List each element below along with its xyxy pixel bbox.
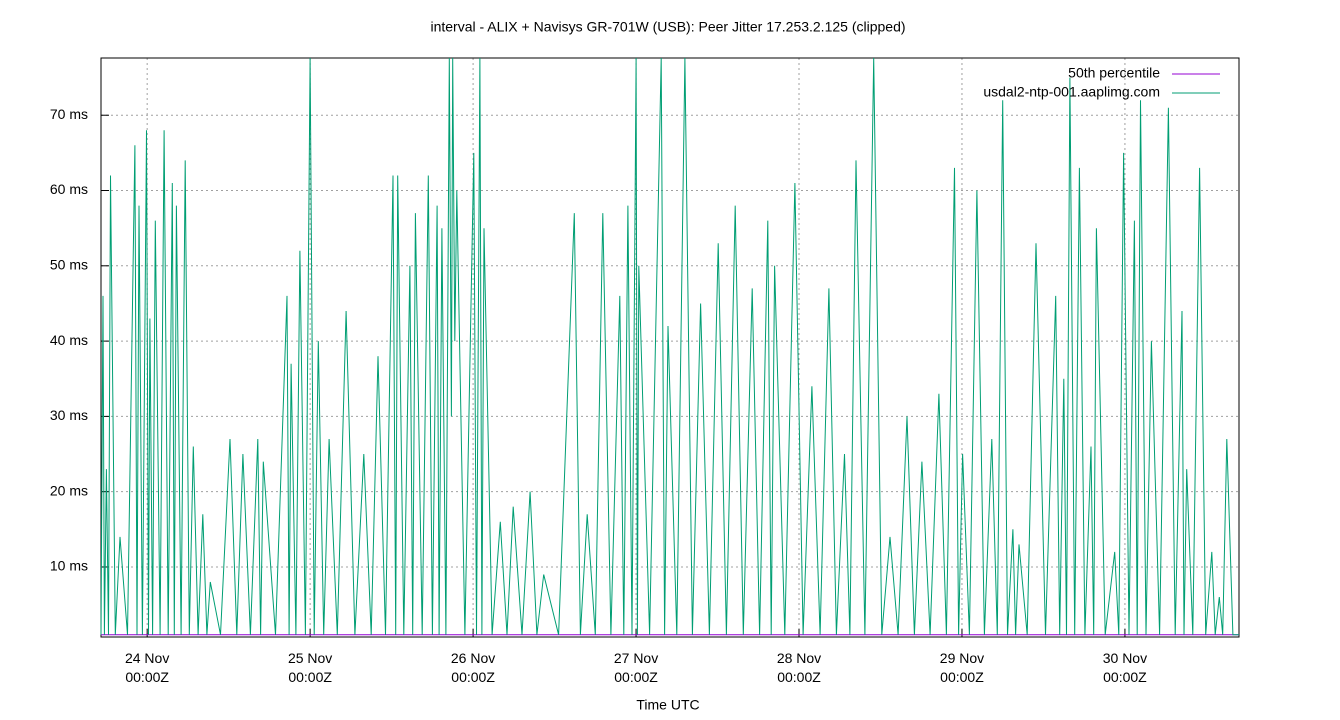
x-tick-label: 28 Nov 00:00Z: [776, 650, 822, 685]
series-line: [100, 57, 1239, 636]
x-tick-label: 30 Nov 00:00Z: [1102, 650, 1148, 685]
x-tick-label: 24 Nov 00:00Z: [124, 650, 170, 685]
x-axis-label: Time UTC: [636, 697, 699, 713]
chart-title: interval - ALIX + Navisys GR-701W (USB):…: [430, 19, 905, 35]
y-tick-label: 30 ms: [50, 407, 88, 423]
y-tick-label: 20 ms: [50, 482, 88, 498]
y-tick-label: 70 ms: [50, 106, 88, 122]
x-tick-label: 25 Nov 00:00Z: [287, 650, 333, 685]
x-tick-label: 29 Nov 00:00Z: [939, 650, 985, 685]
y-tick-label: 60 ms: [50, 181, 88, 197]
y-tick-label: 40 ms: [50, 332, 88, 348]
plot-frame: [100, 57, 1240, 638]
legend-label: 50th percentile: [1068, 65, 1160, 81]
y-tick-label: 50 ms: [50, 257, 88, 273]
y-tick-label: 10 ms: [50, 558, 88, 574]
x-tick-label: 26 Nov 00:00Z: [450, 650, 496, 685]
x-tick-label: 27 Nov 00:00Z: [613, 650, 659, 685]
legend-label: usdal2-ntp-001.aaplimg.com: [983, 84, 1160, 100]
